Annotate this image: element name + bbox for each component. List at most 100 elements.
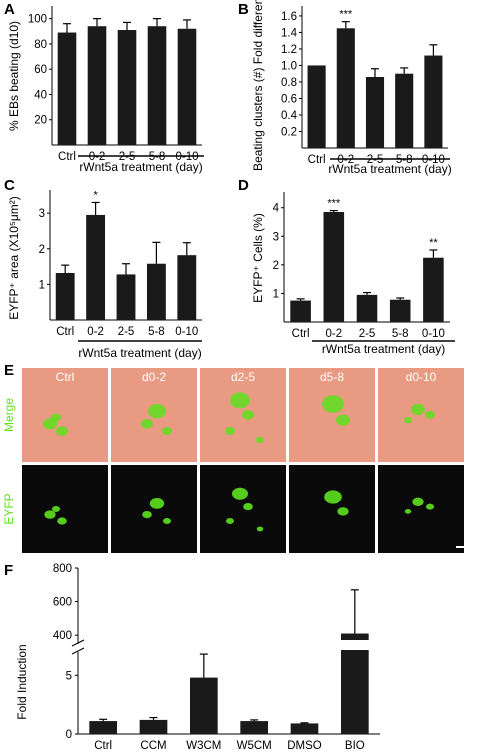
x-tick-label: CCM <box>140 740 166 752</box>
micrograph-column-label: d0-10 <box>406 370 437 384</box>
bar-bio <box>340 646 369 734</box>
x-tick-label: 5-8 <box>396 154 413 166</box>
merge-image-ctrl <box>22 368 108 462</box>
bar-25 <box>116 274 136 320</box>
x-tick-label: 2-5 <box>359 328 376 340</box>
eyfp-signal-blob <box>57 517 67 525</box>
panel-letter-d: D <box>238 177 249 194</box>
bar-ctrl <box>290 300 311 322</box>
y-tick-label: 1 <box>273 288 279 300</box>
x-tick-label: 0-10 <box>175 151 198 163</box>
x-tick-label: 5-8 <box>149 151 166 163</box>
bar-010 <box>424 55 443 149</box>
significance-mark: ** <box>429 237 438 249</box>
merge-signal-blob <box>51 413 61 422</box>
eyfp-signal-blob <box>142 510 152 519</box>
x-axis-label: rWnt5a treatment (day) <box>322 342 445 356</box>
merge-signal-blob <box>225 427 235 435</box>
merge-signal-blob <box>162 427 172 435</box>
bar-010 <box>177 255 197 320</box>
bar-010 <box>177 28 197 146</box>
bar-ccm <box>139 719 168 734</box>
x-axis-label: rWnt5a treatment (day) <box>328 162 451 176</box>
x-tick-label: 0-10 <box>422 154 445 166</box>
y-tick-label: 3 <box>273 231 279 243</box>
bar-ctrl <box>89 721 118 734</box>
eyfp-signal-blob <box>426 503 434 510</box>
panel-letter-e: E <box>4 362 14 379</box>
merge-signal-blob <box>336 414 350 426</box>
micrograph-panel-e: Ctrl d0-2 d2-5 d5-8 d0-10 Merge EYFP <box>2 368 480 554</box>
merge-signal-blob <box>411 403 425 415</box>
eyfp-signal-blob <box>44 510 56 519</box>
panel-letter-f: F <box>4 562 13 579</box>
eyfp-signal-blob <box>243 503 253 511</box>
bar-ctrl <box>57 32 77 145</box>
y-tick-label: 3 <box>39 208 45 220</box>
y-tick-label: 20 <box>34 115 47 127</box>
eyfp-signal-blob <box>337 507 349 516</box>
y-axis-label: EYFP⁺ Cells (%) <box>251 213 265 303</box>
bar-25 <box>117 30 137 145</box>
y-tick-label: 0.6 <box>281 93 297 105</box>
x-tick-label: 5-8 <box>148 326 165 338</box>
eyfp-image-ctrl <box>22 465 108 553</box>
significance-mark: *** <box>339 9 353 21</box>
x-tick-label: 0-2 <box>325 328 342 340</box>
x-tick-label: 0-2 <box>87 326 104 338</box>
row-label-eyfp: EYFP <box>2 493 16 524</box>
row-label-merge: Merge <box>2 398 16 432</box>
eyfp-signal-blob <box>404 509 412 514</box>
significance-mark: *** <box>327 198 341 210</box>
x-tick-label: 0-10 <box>422 328 445 340</box>
y-tick-label: 2 <box>39 244 45 256</box>
y-tick-label: 40 <box>34 89 47 101</box>
x-tick-label: Ctrl <box>58 151 76 163</box>
x-tick-label: 5-8 <box>392 328 409 340</box>
y-tick-label: 0 <box>66 729 72 741</box>
y-tick-label: 0.8 <box>281 77 297 89</box>
y-tick-label: 5 <box>66 670 72 682</box>
bar-w5cm <box>240 721 269 734</box>
y-tick-label: 800 <box>53 563 72 575</box>
x-tick-label: DMSO <box>287 740 322 752</box>
x-tick-label: 0-2 <box>337 154 354 166</box>
x-tick-label: 2-5 <box>119 151 136 163</box>
chart-panel-d: 1 2 3 4 Ctrl *** 0-2 2-5 5-8 ** 0-10 rWnt5a treatme… <box>251 192 455 356</box>
panel-letter-a: A <box>4 1 15 18</box>
merge-image-d0-10 <box>378 368 464 462</box>
eyfp-signal-blob <box>163 518 171 524</box>
y-axis-label: Fold Induction <box>15 644 29 719</box>
x-tick-label: 0-2 <box>89 151 106 163</box>
y-tick-label: 80 <box>34 39 47 51</box>
micrograph-column-label: d0-2 <box>142 370 166 384</box>
bar-02 <box>336 28 355 149</box>
y-axis-label: EYFP⁺ area (X10⁵μm²) <box>7 196 21 320</box>
merge-signal-blob <box>148 404 166 419</box>
eyfp-signal-blob <box>52 506 60 512</box>
eyfp-image-d5-8 <box>289 465 375 553</box>
y-tick-label: 0.4 <box>281 110 298 122</box>
axis-break-mark <box>71 639 85 647</box>
x-tick-label: Ctrl <box>56 326 74 338</box>
merge-signal-blob <box>425 410 435 419</box>
bar-58 <box>395 73 414 148</box>
y-tick-label: 600 <box>53 597 72 609</box>
bar-dmso <box>290 723 319 734</box>
axis-break-mark <box>71 647 85 655</box>
scale-bar <box>456 546 472 548</box>
bar-break-gap <box>339 641 370 650</box>
chart-panel-b: 0.2 0.4 0.6 0.8 1.0 1.2 1.4 1.6 Ctrl *** 0-2 2-5 5-8… <box>251 0 452 176</box>
bar-25 <box>356 294 378 322</box>
micrograph-column-label: d2-5 <box>231 370 255 384</box>
x-tick-label: 2-5 <box>118 326 135 338</box>
eyfp-signal-blob <box>256 526 264 532</box>
bar-ctrl <box>307 65 326 148</box>
eyfp-signal-blob <box>412 497 424 506</box>
merge-image-d5-8 <box>289 368 375 462</box>
eyfp-image-d0-2 <box>111 465 197 553</box>
merge-signal-blob <box>43 418 57 430</box>
chart-panel-f: 400 600 800 0 5 Ctrl CCM W3CM W5CM DMSO BIO Fold In… <box>15 563 380 752</box>
y-tick-label: 0.2 <box>281 126 297 138</box>
